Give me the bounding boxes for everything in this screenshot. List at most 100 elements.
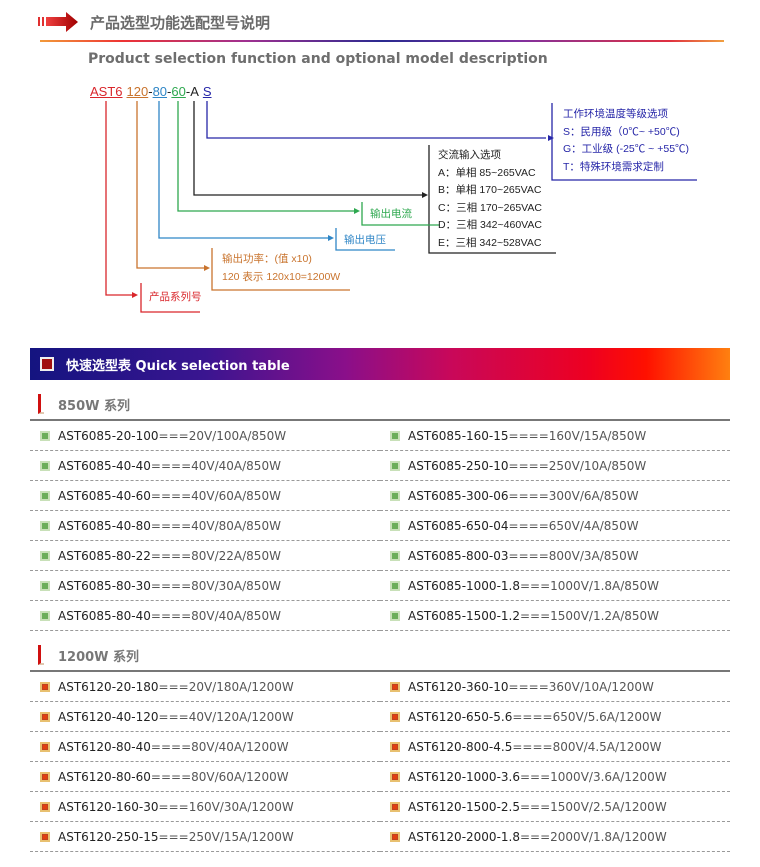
model-code: AST6120-80-60 [58,769,151,784]
model-code: AST6085-40-80 [58,518,151,533]
model-list-item: AST6085-160-15 ====160V/15A/850W [380,421,730,451]
series-heading: 850W 系列 [38,394,130,414]
model-code: AST6120-650-5.6 [408,709,513,724]
square-icon [40,357,54,371]
model-list-item: AST6120-20-180 ===20V/180A/1200W [30,672,380,702]
red-bar-icon [38,645,44,665]
model-spec: ====80V/60A/1200W [150,769,289,784]
model-code: AST6085-1000-1.8 [408,578,520,593]
model-list-item: AST6120-1000-3.6 ===1000V/3.6A/1200W [380,762,730,792]
model-list-item: AST6120-800-4.5 ====800V/4.5A/1200W [380,732,730,762]
model-list-item: AST6120-80-40 ====80V/40A/1200W [30,732,380,762]
model-spec: ===250V/15A/1200W [158,829,294,844]
model-spec: ===1000V/3.6A/1200W [519,769,667,784]
orange-square-icon [40,681,50,692]
series-name: 1200W 系列 [58,649,140,665]
model-spec: ====80V/30A/850W [150,578,281,593]
green-square-icon [390,430,400,441]
model-list-item: AST6085-20-100 ===20V/100A/850W [30,421,380,451]
green-square-icon [390,580,400,591]
model-code: AST6120-80-40 [58,739,151,754]
code-power: 120 [126,84,149,99]
model-list-item: AST6120-160-30 ===160V/30A/1200W [30,792,380,822]
model-code: AST6120-1000-3.6 [408,769,520,784]
series-label: 产品系列号 [149,291,202,303]
model-spec: ===2000V/1.8A/1200W [519,829,667,844]
power-label: 输出功率：(值 x10) 120 表示 120x10=1200W [222,253,341,283]
model-spec: ===1500V/2.5A/1200W [519,799,667,814]
series-name: 850W 系列 [58,398,131,414]
model-code: AST6085-40-60 [58,488,151,503]
code-sep: - [167,84,172,99]
model-list-item: AST6085-800-03 ====800V/3A/850W [380,541,730,571]
orange-square-icon [40,771,50,782]
model-code: AST6085-20-100 [58,428,159,443]
model-code: AST6120-160-30 [58,799,159,814]
model-spec: ===20V/180A/1200W [158,679,294,694]
model-list-item: AST6085-40-80 ====40V/80A/850W [30,511,380,541]
model-spec: ===40V/120A/1200W [158,709,294,724]
green-square-icon [40,490,50,501]
ac-input-options: 交流输入选项 A：单相 85~265VAC B：单相 170~265VAC C：三相 … [438,149,542,249]
code-series: AST6 [90,84,123,99]
model-list-item: AST6120-40-120 ===40V/120A/1200W [30,702,380,732]
red-arrow-icon [38,12,78,32]
current-label: 输出电流 [370,208,412,220]
model-list-item: AST6085-80-22 ====80V/22A/850W [30,541,380,571]
model-spec: ====80V/40A/850W [150,608,281,623]
code-sep: - [148,84,153,99]
model-code: AST6085-650-04 [408,518,509,533]
model-code: AST6085-80-40 [58,608,151,623]
green-square-icon [390,490,400,501]
model-list-item: AST6120-250-15 ===250V/15A/1200W [30,822,380,852]
quick-table-title: 快速选型表 Quick selection table [66,358,290,374]
model-spec: ====40V/60A/850W [150,488,281,503]
code-temp: S [202,84,212,99]
orange-square-icon [390,771,400,782]
model-list-item: AST6120-360-10 ====360V/10A/1200W [380,672,730,702]
model-list-item: AST6085-250-10 ====250V/10A/850W [380,451,730,481]
model-code: AST6085-80-22 [58,548,151,563]
model-spec: ===160V/30A/1200W [158,799,294,814]
diagram-lines [105,101,697,313]
orange-square-icon [40,801,50,812]
model-code: AST6120-40-120 [58,709,159,724]
model-code: AST6085-250-10 [408,458,509,473]
orange-square-icon [390,741,400,752]
model-code: AST6 120 - 80 - 60 - A S [90,84,212,99]
divider [30,670,730,672]
code-sep: - [185,84,191,99]
model-code: AST6085-160-15 [408,428,509,443]
model-spec: ===1000V/1.8A/850W [519,578,660,593]
temp-options: 工作环境温度等级选项 S：民用级（0℃~ +50℃) G：工业级 (-25℃ ~ +… [563,108,690,173]
model-list-item: AST6085-1500-1.2 ===1500V/1.2A/850W [380,601,730,631]
model-code: AST6085-1500-1.2 [408,608,520,623]
green-square-icon [40,550,50,561]
model-list-item: AST6120-650-5.6 ====650V/5.6A/1200W [380,702,730,732]
model-code: AST6085-40-40 [58,458,151,473]
model-list-item: AST6085-40-60 ====40V/60A/850W [30,481,380,511]
model-list-item: AST6120-80-60 ====80V/60A/1200W [30,762,380,792]
model-code: AST6085-300-06 [408,488,509,503]
model-spec: ====360V/10A/1200W [508,679,654,694]
gradient-divider [40,40,724,42]
model-spec: ====300V/6A/850W [508,488,639,503]
model-spec: ====650V/4A/850W [508,518,639,533]
model-code: AST6120-20-180 [58,679,159,694]
green-square-icon [390,610,400,621]
orange-square-icon [40,831,50,842]
model-spec: ====800V/3A/850W [508,548,639,563]
orange-square-icon [40,711,50,722]
model-spec: ====80V/22A/850W [150,548,281,563]
orange-square-icon [390,681,400,692]
green-square-icon [40,610,50,621]
model-spec: ====40V/40A/850W [150,458,281,473]
orange-square-icon [390,801,400,812]
green-square-icon [40,460,50,471]
model-list-item: AST6085-80-30 ====80V/30A/850W [30,571,380,601]
green-square-icon [390,520,400,531]
page-title: 产品选型功能选配型号说明 [90,14,271,32]
model-spec: ====80V/40A/1200W [150,739,289,754]
orange-square-icon [390,831,400,842]
model-list-item: AST6085-1000-1.8 ===1000V/1.8A/850W [380,571,730,601]
